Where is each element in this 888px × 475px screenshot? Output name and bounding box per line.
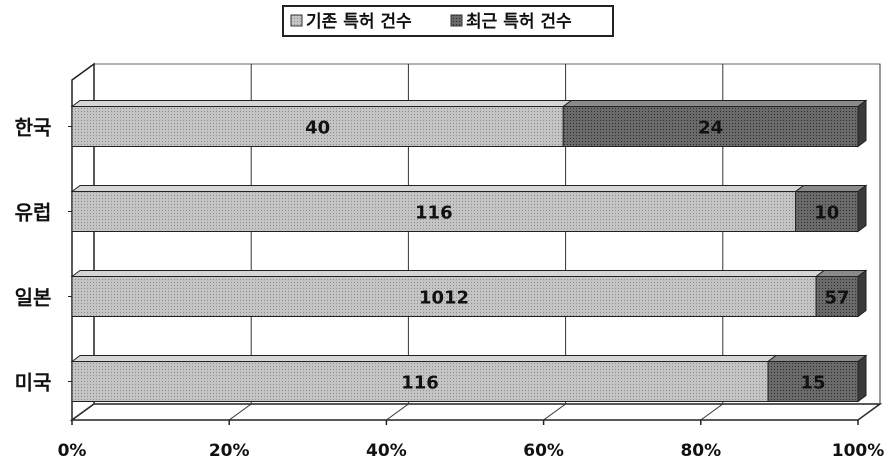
data-label: 40	[305, 118, 330, 139]
bar-side	[857, 99, 867, 148]
bar-top	[70, 355, 778, 362]
floor-gridline	[71, 403, 95, 421]
bar-side	[857, 354, 867, 403]
bar-side	[857, 184, 867, 233]
floor-gridline	[700, 403, 724, 421]
floor	[69, 403, 883, 421]
floor-gridline	[857, 403, 881, 421]
bar-segment	[71, 361, 769, 402]
x-tick-label: 80%	[680, 441, 721, 461]
bar-segment	[815, 276, 859, 317]
legend-swatch-existing	[290, 14, 303, 27]
x-tick-label: 100%	[832, 441, 885, 461]
bar-top	[70, 270, 826, 277]
category-label: 일본	[15, 286, 52, 310]
x-tick-label: 40%	[366, 441, 407, 461]
data-label: 116	[415, 203, 453, 224]
bar-segment	[71, 276, 817, 317]
floor-gridline	[543, 403, 566, 421]
legend: 기존 특허 건수 최근 특허 건수	[282, 5, 614, 37]
category-label: 유럽	[15, 201, 52, 225]
data-label: 1012	[419, 288, 469, 309]
legend-label-recent: 최근 특허 건수	[466, 12, 572, 32]
category-label: 한국	[15, 116, 52, 140]
data-label: 24	[698, 118, 723, 139]
bar-segment	[71, 106, 564, 147]
x-tick-label: 60%	[523, 441, 564, 461]
bar-segment	[767, 361, 859, 402]
bars	[70, 99, 868, 403]
data-label: 57	[825, 288, 850, 309]
plot-area	[68, 62, 883, 425]
legend-label-existing: 기존 특허 건수	[306, 12, 412, 32]
bar-side	[857, 269, 867, 318]
x-tick-label: 20%	[209, 441, 250, 461]
data-label: 116	[401, 373, 439, 394]
bar-top	[794, 185, 868, 192]
bar-top	[70, 185, 806, 192]
floor-gridline	[228, 403, 252, 421]
legend-box	[282, 5, 614, 37]
data-label: 10	[814, 203, 839, 224]
labels: 0% 20% 40% 60% 80% 100% 40 24 한국 116 10 유럽 1012 57 일본 1…	[15, 116, 885, 462]
x-tick-label: 0%	[58, 441, 87, 461]
bar-top	[70, 100, 573, 107]
bar-top	[766, 355, 868, 362]
bar-segment	[562, 106, 859, 147]
floor-gridline	[386, 403, 409, 421]
bar-top	[561, 100, 868, 107]
legend-swatch-recent	[450, 14, 463, 27]
category-label: 미국	[15, 371, 52, 395]
data-label: 15	[800, 373, 825, 394]
